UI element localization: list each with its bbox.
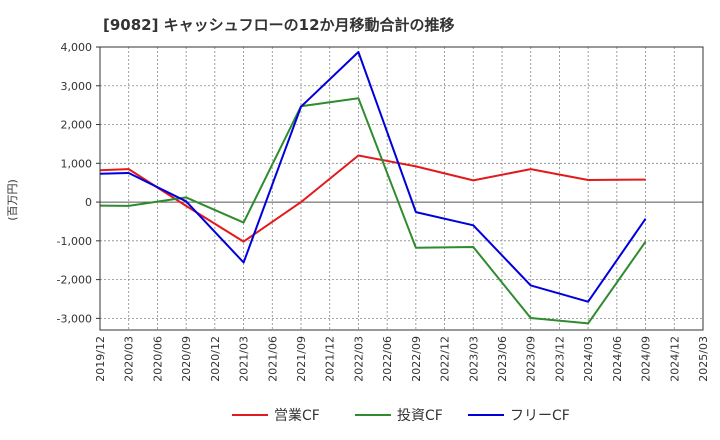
legend-label: フリーCF <box>510 408 570 424</box>
series-line-1 <box>99 97 647 325</box>
y-tick-label: 1,000 <box>61 157 93 170</box>
y-tick-labels: 4,000 3,000 2,000 1,000 0 -1,000 -2,000 -3,000 <box>57 41 100 325</box>
x-tick-label: 2021/06 <box>266 336 279 382</box>
x-tick-label: 2020/03 <box>123 336 136 382</box>
y-tick-label: 3,000 <box>61 80 93 93</box>
x-tick-label: 2023/03 <box>467 336 480 382</box>
y-axis-label: (百万円) <box>6 179 19 221</box>
x-tick-label: 2022/03 <box>352 336 365 382</box>
series-line-0 <box>99 154 646 243</box>
plot-frame <box>99 46 704 331</box>
y-tick-label: -3,000 <box>57 312 92 325</box>
y-tick-label: -2,000 <box>57 274 92 287</box>
series-line-2 <box>99 51 647 303</box>
x-tick-label: 2020/06 <box>151 336 164 382</box>
x-tick-label: 2024/03 <box>582 336 595 382</box>
x-tick-label: 2020/12 <box>209 336 222 382</box>
legend-label: 投資CF <box>397 408 443 424</box>
chart-title: [9082] キャッシュフローの12か月移動合計の推移 <box>103 16 455 34</box>
x-tick-labels: 2019/12 2020/03 2020/06 2020/09 2020/12 2021/… <box>94 336 710 382</box>
series-layer <box>99 51 647 325</box>
legend-label: 営業CF <box>274 408 320 424</box>
x-tick-label: 2021/12 <box>324 336 337 382</box>
x-tick-label: 2022/06 <box>381 336 394 382</box>
x-tick-label: 2021/03 <box>238 336 251 382</box>
x-tick-label: 2024/09 <box>640 336 653 382</box>
x-tick-label: 2024/06 <box>611 336 624 382</box>
x-tick-label: 2022/12 <box>439 336 452 382</box>
grid-layer <box>100 46 703 330</box>
x-tick-label: 2024/12 <box>668 336 681 382</box>
x-tick-label: 2023/09 <box>525 336 538 382</box>
x-tick-label: 2020/09 <box>180 336 193 382</box>
x-tick-label: 2022/09 <box>410 336 423 382</box>
x-tick-label: 2021/09 <box>295 336 308 382</box>
legend: 営業CF 投資CF フリーCF <box>232 408 570 424</box>
y-tick-label: 0 <box>85 196 92 209</box>
y-tick-label: 2,000 <box>61 119 93 132</box>
y-tick-label: 4,000 <box>61 41 93 54</box>
x-tick-label: 2023/12 <box>553 336 566 382</box>
x-tick-label: 2025/03 <box>697 336 710 382</box>
x-tick-label: 2023/06 <box>496 336 509 382</box>
y-tick-label: -1,000 <box>57 235 92 248</box>
x-tick-label: 2019/12 <box>94 336 107 382</box>
